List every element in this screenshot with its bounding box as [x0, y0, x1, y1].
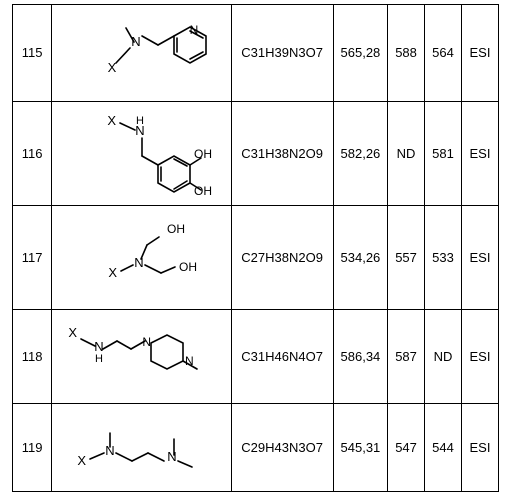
mass-plus: 557 [388, 205, 425, 309]
compound-id: 115 [13, 5, 52, 102]
structure-cell: N H X OH OH [52, 101, 231, 205]
compound-id: 118 [13, 309, 52, 404]
structure-cell: N X OH OH [52, 205, 231, 309]
svg-text:X: X [78, 453, 87, 468]
mass-plus: ND [388, 101, 425, 205]
mass-minus: 564 [425, 5, 462, 102]
compound-table: 115 [12, 4, 499, 492]
table-row: 116 [13, 101, 499, 205]
mass-plus: 588 [388, 5, 425, 102]
ionization: ESI [461, 205, 498, 309]
compound-id: 119 [13, 404, 52, 492]
svg-text:OH: OH [194, 184, 212, 195]
svg-text:OH: OH [179, 260, 197, 274]
structure-icon: N X OH OH [71, 215, 211, 299]
table-row: 119 [13, 404, 499, 492]
structure-cell: N N X [52, 404, 231, 492]
structure-icon: N H X OH OH [66, 111, 216, 195]
svg-text:N: N [143, 335, 152, 349]
ionization: ESI [461, 5, 498, 102]
ionization: ESI [461, 309, 498, 404]
mass-minus: ND [425, 309, 462, 404]
svg-text:OH: OH [167, 222, 185, 236]
svg-text:N: N [95, 339, 104, 354]
exact-mass: 582,26 [333, 101, 387, 205]
exact-mass: 545,31 [333, 404, 387, 492]
mass-minus: 544 [425, 404, 462, 492]
svg-text:N: N [132, 34, 141, 49]
compound-id: 116 [13, 101, 52, 205]
svg-text:H: H [95, 353, 103, 365]
exact-mass: 534,26 [333, 205, 387, 309]
svg-text:N: N [135, 255, 144, 270]
mass-minus: 581 [425, 101, 462, 205]
svg-text:X: X [69, 325, 78, 340]
svg-text:X: X [108, 113, 117, 128]
structure-cell: X N H N N [52, 309, 231, 404]
ionization: ESI [461, 101, 498, 205]
svg-text:X: X [108, 60, 117, 75]
table-row: 117 [13, 205, 499, 309]
svg-text:N: N [168, 449, 177, 464]
table-row: 115 [13, 5, 499, 102]
mass-plus: 547 [388, 404, 425, 492]
molecular-formula: C31H39N3O7 [231, 5, 333, 102]
structure-cell: N N X [52, 5, 231, 102]
svg-text:X: X [109, 265, 118, 280]
structure-icon: N N X [66, 413, 216, 483]
molecular-formula: C29H43N3O7 [231, 404, 333, 492]
svg-text:N: N [185, 354, 194, 368]
ionization: ESI [461, 404, 498, 492]
molecular-formula: C31H46N4O7 [231, 309, 333, 404]
exact-mass: 565,28 [333, 5, 387, 102]
structure-icon: X N H N N [61, 319, 221, 395]
molecular-formula: C27H38N2O9 [231, 205, 333, 309]
mass-plus: 587 [388, 309, 425, 404]
mass-minus: 533 [425, 205, 462, 309]
svg-text:N: N [190, 23, 199, 37]
table-row: 118 [13, 309, 499, 404]
structure-icon: N N X [66, 14, 216, 92]
svg-text:H: H [136, 115, 144, 127]
compound-id: 117 [13, 205, 52, 309]
molecular-formula: C31H38N2O9 [231, 101, 333, 205]
svg-text:N: N [106, 443, 115, 458]
exact-mass: 586,34 [333, 309, 387, 404]
svg-text:OH: OH [194, 147, 212, 161]
